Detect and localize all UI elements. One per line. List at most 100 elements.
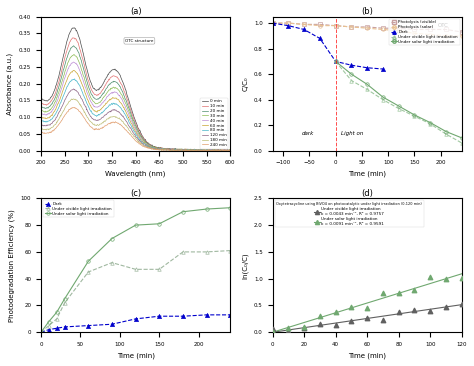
- 10 min: [176, 147, 182, 151]
- 180 min: [170, 149, 175, 153]
- Line: 20 min: 20 min: [41, 46, 230, 151]
- 10 min: [216, 149, 222, 153]
- 0 min: [228, 148, 233, 152]
- 120 min: [176, 147, 182, 152]
- 80 min: [61, 93, 66, 97]
- 60 min: [114, 96, 119, 101]
- 40 min: [228, 149, 233, 153]
- Title: (b): (b): [361, 7, 373, 16]
- 10 min: [61, 60, 66, 64]
- 40 min: [100, 100, 106, 105]
- Point: [458, 276, 465, 281]
- 120 min: [158, 147, 164, 152]
- 240 min: [176, 148, 182, 152]
- 180 min: [38, 127, 44, 131]
- 120 min: [38, 122, 44, 127]
- 30 min: [61, 74, 66, 78]
- Point: [300, 324, 308, 330]
- Point: [410, 287, 418, 292]
- Point: [458, 300, 465, 306]
- 30 min: [199, 149, 205, 153]
- Dark: [85, 324, 91, 328]
- 40 min: [190, 149, 196, 153]
- Text: OTC structure: OTC structure: [125, 39, 154, 43]
- 0 min: [219, 149, 225, 153]
- 20 min: [71, 44, 77, 48]
- Point: [332, 322, 339, 328]
- Under solar light irradiation: [54, 310, 60, 314]
- 10 min: [175, 147, 181, 152]
- Under visible light irradiation: [46, 324, 52, 328]
- 80 min: [38, 119, 44, 123]
- 180 min: [228, 148, 233, 153]
- Under visible light irradiation: [62, 300, 67, 305]
- Text: dark: dark: [301, 131, 314, 137]
- Point: [316, 322, 324, 328]
- 120 min: [71, 87, 77, 91]
- Legend: Under visible light irradiation
k = 0.0043 min⁻¹, R² = 0.9757, Under solar light: Under visible light irradiation k = 0.00…: [274, 201, 424, 227]
- Under visible light irradiation: [156, 267, 162, 272]
- Point: [379, 317, 387, 323]
- 30 min: [114, 86, 119, 90]
- 20 min: [158, 146, 164, 150]
- Title: (a): (a): [130, 7, 141, 16]
- X-axis label: Wavelength (nm): Wavelength (nm): [105, 171, 166, 178]
- Point: [442, 276, 450, 282]
- Under visible light irradiation: [180, 250, 186, 254]
- 60 min: [176, 147, 182, 152]
- 180 min: [114, 115, 119, 120]
- 20 min: [61, 67, 66, 71]
- 10 min: [70, 36, 76, 40]
- 0 min: [175, 147, 181, 152]
- 0 min: [114, 68, 119, 72]
- Y-axis label: Absorbance (a.u.): Absorbance (a.u.): [7, 53, 13, 115]
- Under visible light irradiation: [109, 261, 115, 265]
- Point: [269, 326, 276, 332]
- 60 min: [175, 147, 181, 152]
- Point: [316, 313, 324, 319]
- Line: 120 min: 120 min: [41, 89, 230, 151]
- 120 min: [114, 109, 119, 113]
- 20 min: [175, 147, 181, 152]
- Point: [410, 307, 418, 313]
- 40 min: [61, 79, 66, 83]
- 60 min: [100, 105, 106, 109]
- Point: [427, 308, 434, 314]
- 30 min: [176, 147, 182, 151]
- Text: Light on: Light on: [341, 131, 363, 137]
- 10 min: [114, 75, 119, 79]
- Line: Under visible light irradiation: Under visible light irradiation: [39, 249, 232, 334]
- 60 min: [71, 68, 76, 73]
- 0 min: [176, 147, 182, 152]
- 40 min: [114, 90, 119, 95]
- 180 min: [100, 121, 106, 125]
- 30 min: [175, 147, 181, 152]
- 120 min: [61, 101, 66, 105]
- Line: 40 min: 40 min: [41, 62, 230, 151]
- 30 min: [71, 52, 77, 57]
- Legend: 0 min, 10 min, 20 min, 30 min, 40 min, 60 min, 80 min, 120 min, 180 min, 240 min: 0 min, 10 min, 20 min, 30 min, 40 min, 6…: [201, 98, 228, 149]
- Line: 30 min: 30 min: [41, 55, 230, 151]
- Dark: [46, 328, 52, 332]
- 180 min: [61, 108, 66, 112]
- Line: 180 min: 180 min: [41, 99, 230, 151]
- Under solar light irradiation: [204, 207, 210, 211]
- Title: (c): (c): [130, 188, 141, 198]
- Y-axis label: Photodegradation Efficiency (%): Photodegradation Efficiency (%): [9, 209, 15, 322]
- 80 min: [114, 102, 119, 106]
- Line: Under solar light irradiation: Under solar light irradiation: [39, 206, 232, 334]
- Under solar light irradiation: [180, 209, 186, 214]
- 120 min: [175, 148, 181, 152]
- 240 min: [172, 149, 178, 153]
- Line: 60 min: 60 min: [41, 71, 230, 151]
- 120 min: [100, 115, 106, 119]
- 240 min: [177, 148, 182, 153]
- X-axis label: Time (min): Time (min): [348, 171, 386, 178]
- Point: [379, 290, 387, 296]
- Dark: [180, 314, 186, 318]
- Under solar light irradiation: [156, 221, 162, 226]
- 0 min: [61, 52, 66, 57]
- Legend: Dark, Under visible light irradiation, Under solar light irradiation: Dark, Under visible light irradiation, U…: [43, 201, 113, 217]
- Line: 0 min: 0 min: [41, 28, 230, 151]
- 80 min: [72, 77, 78, 81]
